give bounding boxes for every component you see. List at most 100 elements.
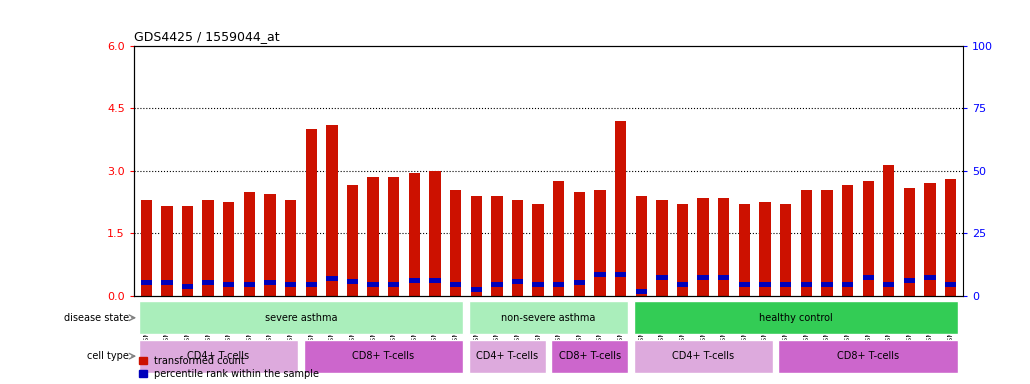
Bar: [862, 181, 873, 296]
Bar: [450, 190, 461, 296]
Bar: [469, 340, 546, 372]
Text: healthy control: healthy control: [759, 313, 833, 323]
Bar: [677, 204, 688, 296]
Bar: [141, 200, 152, 296]
Bar: [368, 177, 379, 296]
Bar: [469, 301, 628, 334]
Bar: [139, 340, 299, 372]
Bar: [739, 282, 750, 287]
Bar: [265, 194, 276, 296]
Text: CD4+ T-cells: CD4+ T-cells: [187, 351, 249, 361]
Bar: [883, 165, 894, 296]
Bar: [265, 280, 276, 285]
Bar: [821, 282, 832, 287]
Bar: [512, 279, 523, 284]
Bar: [388, 282, 400, 287]
Bar: [778, 340, 958, 372]
Bar: [903, 278, 915, 283]
Bar: [430, 171, 441, 296]
Bar: [759, 282, 770, 287]
Bar: [697, 275, 709, 280]
Bar: [924, 275, 935, 280]
Bar: [533, 204, 544, 296]
Bar: [162, 206, 173, 296]
Bar: [862, 275, 873, 280]
Bar: [739, 204, 750, 296]
Bar: [224, 282, 235, 287]
Bar: [141, 280, 152, 285]
Bar: [945, 179, 956, 296]
Text: CD4+ T-cells: CD4+ T-cells: [476, 351, 539, 361]
Text: CD8+ T-cells: CD8+ T-cells: [837, 351, 899, 361]
Bar: [162, 280, 173, 285]
Text: CD8+ T-cells: CD8+ T-cells: [352, 351, 414, 361]
Bar: [203, 280, 214, 285]
Bar: [388, 177, 400, 296]
Bar: [368, 282, 379, 287]
Bar: [347, 279, 358, 284]
Bar: [327, 125, 338, 296]
Bar: [306, 282, 317, 287]
Bar: [471, 196, 482, 296]
Bar: [780, 204, 791, 296]
Bar: [203, 200, 214, 296]
Bar: [903, 187, 915, 296]
Bar: [471, 286, 482, 291]
Bar: [656, 275, 667, 280]
Bar: [574, 280, 585, 285]
Bar: [780, 282, 791, 287]
Text: non-severe asthma: non-severe asthma: [502, 313, 595, 323]
Bar: [656, 200, 667, 296]
Bar: [633, 340, 772, 372]
Text: disease state: disease state: [64, 313, 129, 323]
Bar: [718, 275, 729, 280]
Text: severe asthma: severe asthma: [265, 313, 337, 323]
Bar: [615, 272, 626, 277]
Bar: [842, 185, 853, 296]
Bar: [409, 173, 420, 296]
Bar: [697, 198, 709, 296]
Bar: [182, 206, 194, 296]
Bar: [551, 340, 628, 372]
Bar: [718, 198, 729, 296]
Bar: [304, 340, 464, 372]
Bar: [842, 282, 853, 287]
Bar: [306, 129, 317, 296]
Bar: [533, 282, 544, 287]
Bar: [553, 282, 564, 287]
Bar: [677, 282, 688, 287]
Bar: [924, 184, 935, 296]
Bar: [883, 282, 894, 287]
Bar: [347, 185, 358, 296]
Bar: [636, 196, 647, 296]
Bar: [491, 282, 503, 287]
Text: CD4+ T-cells: CD4+ T-cells: [673, 351, 734, 361]
Bar: [512, 200, 523, 296]
Bar: [244, 192, 255, 296]
Bar: [821, 190, 832, 296]
Text: GDS4425 / 1559044_at: GDS4425 / 1559044_at: [134, 30, 279, 43]
Bar: [450, 282, 461, 287]
Bar: [615, 121, 626, 296]
Bar: [759, 202, 770, 296]
Bar: [594, 272, 606, 277]
Bar: [800, 282, 812, 287]
Bar: [430, 278, 441, 283]
Text: cell type: cell type: [87, 351, 129, 361]
Bar: [633, 301, 958, 334]
Bar: [224, 202, 235, 296]
Bar: [409, 278, 420, 283]
Bar: [285, 282, 297, 287]
Bar: [327, 276, 338, 281]
Bar: [182, 285, 194, 290]
Bar: [553, 181, 564, 296]
Bar: [285, 200, 297, 296]
Bar: [574, 192, 585, 296]
Bar: [945, 282, 956, 287]
Bar: [594, 190, 606, 296]
Bar: [139, 301, 464, 334]
Bar: [800, 190, 812, 296]
Bar: [636, 289, 647, 294]
Legend: transformed count, percentile rank within the sample: transformed count, percentile rank withi…: [139, 356, 319, 379]
Text: CD8+ T-cells: CD8+ T-cells: [558, 351, 621, 361]
